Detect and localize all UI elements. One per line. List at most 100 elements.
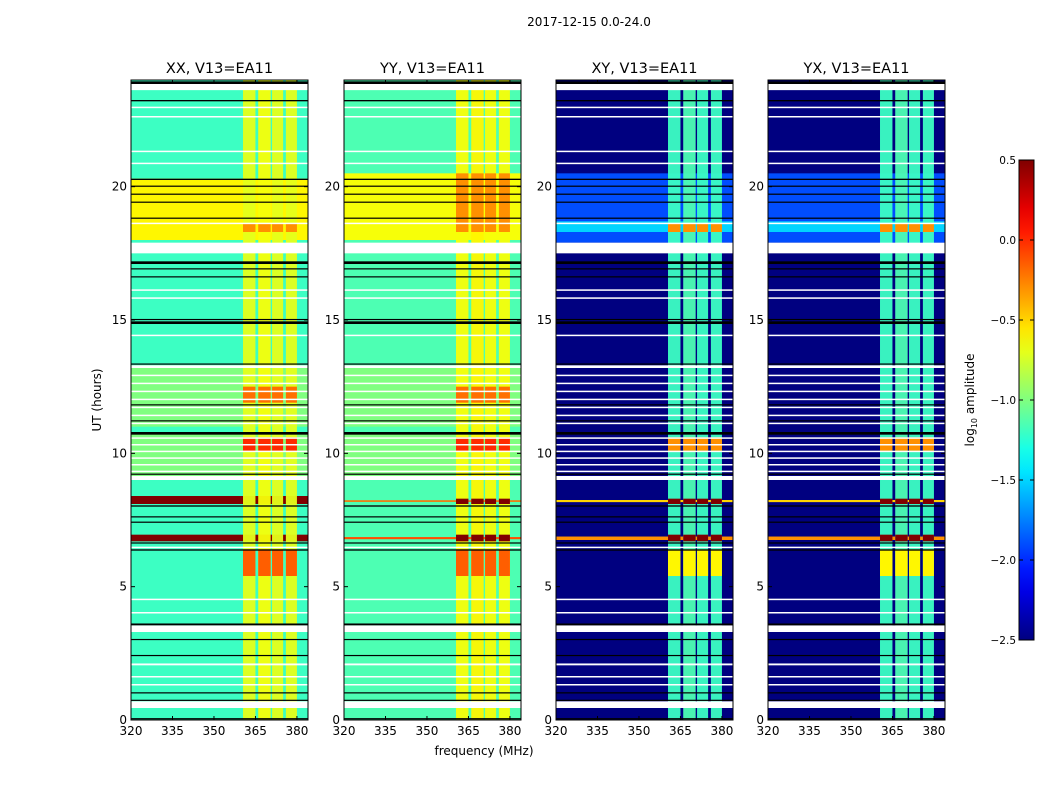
flagged-row <box>556 422 733 425</box>
gap-line <box>556 100 733 102</box>
flagged-row <box>556 406 733 409</box>
flagged-row <box>344 222 521 225</box>
flagged-row <box>768 414 945 417</box>
heatmap-band-segment <box>668 498 681 504</box>
flagged-row <box>131 390 308 393</box>
gap-line <box>344 432 521 435</box>
gap-line <box>131 549 308 551</box>
flagged-row <box>344 476 521 480</box>
flagged-row <box>556 625 733 632</box>
x-tick-label: 350 <box>416 724 439 738</box>
flagged-row <box>344 365 521 368</box>
gap-line <box>556 473 733 475</box>
heatmap-band-segment <box>285 549 297 576</box>
heatmap-band-segment <box>258 224 271 232</box>
gap-line <box>556 276 733 278</box>
y-tick-label: 0 <box>332 713 340 727</box>
gap-line <box>556 516 733 518</box>
heatmap-band-segment <box>456 386 469 403</box>
heatmap-band-segment <box>471 498 484 504</box>
heatmap-band-segment <box>909 224 921 232</box>
flagged-row <box>556 676 733 678</box>
flagged-row <box>131 374 308 377</box>
panel-3: YX, V13=EA11 320 335 350 365 380 0 5 10 15 20 <box>749 61 946 738</box>
gap-line <box>768 81 945 84</box>
heatmap-band-segment <box>895 534 908 542</box>
heatmap-band-segment <box>895 498 908 504</box>
axes-frame <box>767 79 946 721</box>
gap-line <box>131 81 308 84</box>
gap-line <box>344 420 521 422</box>
gap-line <box>131 217 308 219</box>
flagged-row <box>768 289 945 291</box>
flagged-row <box>344 444 521 446</box>
flagged-row <box>131 106 308 109</box>
gap-line <box>131 193 308 195</box>
y-tick-label: 10 <box>325 446 340 460</box>
heatmap-band-segment <box>710 534 722 542</box>
flagged-row <box>131 701 308 708</box>
flagged-row <box>768 398 945 401</box>
panel-title: XX, V13=EA11 <box>166 61 273 77</box>
flagged-row <box>768 150 945 153</box>
heatmap-band-segment <box>909 534 921 542</box>
gap-line <box>131 623 308 626</box>
gap-line <box>768 193 945 195</box>
flagged-row <box>768 422 945 425</box>
gap-line <box>131 699 308 701</box>
y-tick-label: 20 <box>325 180 340 194</box>
axes-frame <box>555 79 734 721</box>
heatmap-band-segment <box>471 386 484 403</box>
flagged-row <box>768 476 945 480</box>
gap-line <box>768 268 945 270</box>
heatmap-band-segment <box>285 224 297 232</box>
flagged-row <box>556 470 733 473</box>
flagged-row <box>556 374 733 377</box>
flagged-row <box>131 162 308 165</box>
gap-line <box>768 318 945 321</box>
gap-line <box>556 420 733 422</box>
x-tick-label: 320 <box>333 724 356 738</box>
gap-line <box>344 100 521 102</box>
heatmap-band-segment <box>498 549 510 576</box>
heatmap-time-segment <box>556 221 733 232</box>
flagged-row <box>768 222 945 225</box>
y-tick-label: 15 <box>537 313 552 327</box>
heatmap-band-segment <box>272 549 284 576</box>
gap-line <box>131 473 308 475</box>
x-tick-label: 335 <box>798 724 821 738</box>
flagged-row <box>344 162 521 165</box>
flagged-row <box>556 414 733 417</box>
flagged-row <box>344 663 521 666</box>
gap-line <box>768 473 945 475</box>
gap-line <box>344 321 521 324</box>
gap-line <box>344 363 521 365</box>
heatmap-band-segment <box>272 224 284 232</box>
flagged-row <box>344 414 521 417</box>
flagged-row <box>768 444 945 446</box>
flagged-row <box>556 437 733 439</box>
gap-line <box>131 638 308 641</box>
flagged-row <box>556 701 733 708</box>
gap-line <box>556 718 733 720</box>
colorbar-tick-label: −1.5 <box>991 475 1017 487</box>
flagged-row <box>768 406 945 409</box>
x-tick-label: 365 <box>881 724 904 738</box>
flagged-row <box>131 598 308 601</box>
flagged-row <box>768 365 945 368</box>
flagged-row <box>131 612 308 614</box>
flagged-row <box>344 382 521 385</box>
gap-line <box>131 718 308 720</box>
heatmap-time-segment <box>556 500 733 503</box>
y-tick-label: 20 <box>112 180 127 194</box>
flagged-row <box>556 116 733 118</box>
flagged-row <box>344 116 521 118</box>
panel-title: YX, V13=EA11 <box>802 61 909 77</box>
gap-line <box>556 363 733 365</box>
gap-line <box>344 404 521 406</box>
heatmap-band-segment <box>710 498 722 504</box>
flagged-row <box>556 289 733 291</box>
flagged-row <box>131 398 308 401</box>
x-tick-label: 380 <box>922 724 945 738</box>
